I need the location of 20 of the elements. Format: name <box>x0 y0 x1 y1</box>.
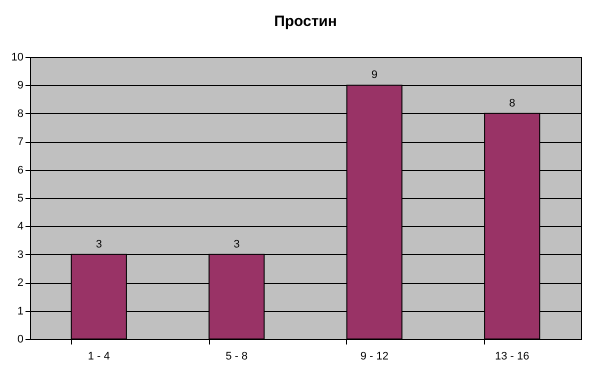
y-tick-label: 2 <box>17 277 24 290</box>
y-tick-label: 0 <box>17 334 24 346</box>
data-label: 8 <box>509 97 516 110</box>
y-tick-label: 7 <box>17 136 24 148</box>
x-tick-label: 9 - 12 <box>360 350 388 362</box>
x-tick-label: 13 - 16 <box>495 350 530 362</box>
y-tick-label: 3 <box>17 248 24 261</box>
data-label: 3 <box>234 238 240 250</box>
data-label: 9 <box>371 69 378 82</box>
y-tick-label: 9 <box>17 80 24 92</box>
y-tick-label: 1 <box>17 305 24 318</box>
y-tick-label: 10 <box>11 52 24 64</box>
chart-title: Простин <box>274 13 337 30</box>
x-tick-label: 1 - 4 <box>88 350 110 362</box>
y-tick-label: 6 <box>17 164 24 176</box>
y-tick-label: 8 <box>17 108 24 120</box>
data-label: 3 <box>96 238 102 250</box>
x-tick-label: 5 - 8 <box>226 350 248 362</box>
y-tick-label: 5 <box>17 192 24 204</box>
y-tick-label: 4 <box>17 220 24 233</box>
